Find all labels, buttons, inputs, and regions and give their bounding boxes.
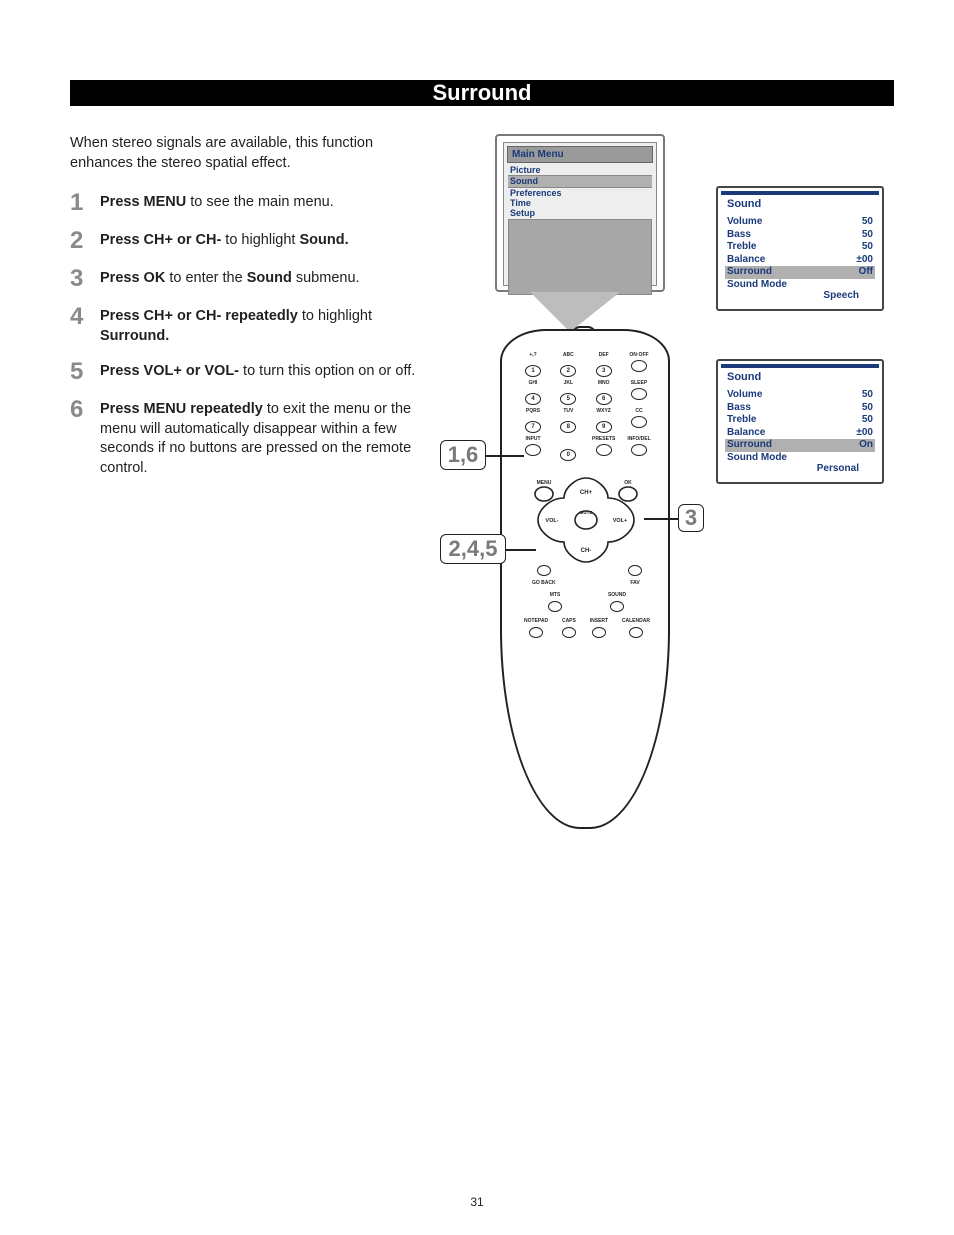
sound-mode-value: Personal (727, 463, 873, 474)
ch-up-label: CH+ (580, 490, 593, 496)
sound-row: SurroundOn (725, 439, 875, 452)
leader-line (486, 455, 524, 457)
figure-column: Main Menu PictureSoundPreferencesTimeSet… (460, 134, 894, 834)
sound-mode-label: Sound Mode (727, 452, 787, 463)
step-number: 4 (70, 305, 100, 329)
step: 2Press CH+ or CH- to highlight Sound. (70, 229, 430, 253)
step-number: 6 (70, 398, 100, 422)
step-text: Press MENU to see the main menu. (100, 191, 334, 213)
instructions-column: When stereo signals are available, this … (70, 134, 430, 834)
callout-1-6: 1,6 (440, 440, 486, 470)
sound-mode-value: Speech (727, 290, 873, 301)
remote-button: MTS (548, 593, 562, 617)
arrow-down-icon (530, 292, 620, 332)
main-menu-item: Setup (504, 208, 656, 218)
step-text: Press MENU repeatedly to exit the menu o… (100, 398, 430, 478)
sound-row: Balance±00 (721, 254, 879, 267)
sound-row: Bass50 (721, 229, 879, 242)
mute-label: MUTE (580, 510, 593, 515)
step-text: Press OK to enter the Sound submenu. (100, 267, 360, 289)
remote-button: INSERT (590, 619, 608, 643)
vol-up-label: VOL+ (613, 518, 628, 524)
dpad: MENU OK CH+ CH- VOL- VOL+ MUTE (534, 476, 638, 564)
keypad-button: +,?1 (518, 353, 548, 377)
leader-line (644, 518, 678, 520)
step-number: 2 (70, 229, 100, 253)
keypad-button: DEF3 (589, 353, 619, 377)
ok-label: OK (624, 480, 632, 486)
sound-row: Treble50 (721, 414, 879, 427)
sound-row: SurroundOff (725, 266, 875, 279)
osd-main-menu: Main Menu PictureSoundPreferencesTimeSet… (495, 134, 665, 292)
keypad-button: SLEEP (624, 381, 654, 405)
callout-2-4-5: 2,4,5 (440, 534, 506, 564)
callout-3: 3 (678, 504, 704, 532)
keypad-button: TUV8 (553, 409, 583, 433)
remote-control-diagram: +,?1ABC2DEF3ON·OFF GHI4JKL5MNO6SLEEP PQRS7… (500, 329, 670, 829)
sound-row: Balance±00 (721, 427, 879, 440)
step: 1Press MENU to see the main menu. (70, 191, 430, 215)
sound-title: Sound (721, 195, 879, 216)
keypad-button: INPUT (518, 437, 548, 461)
step-text: Press VOL+ or VOL- to turn this option o… (100, 360, 415, 382)
keypad-button: GHI4 (518, 381, 548, 405)
sound-row: Volume50 (721, 216, 879, 229)
sound-row: Volume50 (721, 389, 879, 402)
step: 6Press MENU repeatedly to exit the menu … (70, 398, 430, 478)
sound-row: Bass50 (721, 402, 879, 415)
keypad-button: WXYZ9 (589, 409, 619, 433)
steps-list: 1Press MENU to see the main menu.2Press … (70, 191, 430, 478)
keypad-button: PQRS7 (518, 409, 548, 433)
keypad-button: ABC2 (553, 353, 583, 377)
step-text: Press CH+ or CH- to highlight Sound. (100, 229, 349, 251)
sound-row: Treble50 (721, 241, 879, 254)
page-number: 31 (0, 1195, 954, 1209)
keypad-button: MNO6 (589, 381, 619, 405)
step-text: Press CH+ or CH- repeatedly to highlight… (100, 305, 430, 346)
page-title: Surround (70, 80, 894, 106)
ch-down-label: CH- (581, 548, 592, 554)
step: 5Press VOL+ or VOL- to turn this option … (70, 360, 430, 384)
remote-button: SOUND (608, 593, 626, 617)
keypad-button: JKL5 (553, 381, 583, 405)
remote-button: CAPS (562, 619, 576, 643)
main-menu-item: Sound (508, 175, 652, 187)
remote-button: NOTEPAD (524, 619, 548, 643)
goback-button: GO BACK (532, 563, 556, 587)
step: 3Press OK to enter the Sound submenu. (70, 267, 430, 291)
main-menu-item: Picture (504, 165, 656, 175)
leader-line (506, 549, 536, 551)
keypad-button: 0 (553, 437, 583, 461)
osd-sound-panel-off: Sound Volume50Bass50Treble50Balance±00Su… (716, 186, 884, 311)
sound-mode-label: Sound Mode (727, 279, 787, 290)
step-number: 3 (70, 267, 100, 291)
sound-title: Sound (721, 368, 879, 389)
osd-sound-panel-on: Sound Volume50Bass50Treble50Balance±00Su… (716, 359, 884, 484)
keypad-button: INFO/DEL (624, 437, 654, 461)
intro-text: When stereo signals are available, this … (70, 134, 430, 173)
main-menu-item: Time (504, 198, 656, 208)
fav-button: FAV (628, 563, 642, 587)
vol-down-label: VOL- (545, 518, 558, 524)
main-menu-item: Preferences (504, 188, 656, 198)
keypad-button: CC (624, 409, 654, 433)
step: 4Press CH+ or CH- repeatedly to highligh… (70, 305, 430, 346)
step-number: 1 (70, 191, 100, 215)
keypad-button: PRESETS (589, 437, 619, 461)
remote-button: CALENDAR (622, 619, 650, 643)
step-number: 5 (70, 360, 100, 384)
osd-main-title: Main Menu (507, 146, 653, 163)
menu-label: MENU (537, 480, 552, 486)
keypad-button: ON·OFF (624, 353, 654, 377)
